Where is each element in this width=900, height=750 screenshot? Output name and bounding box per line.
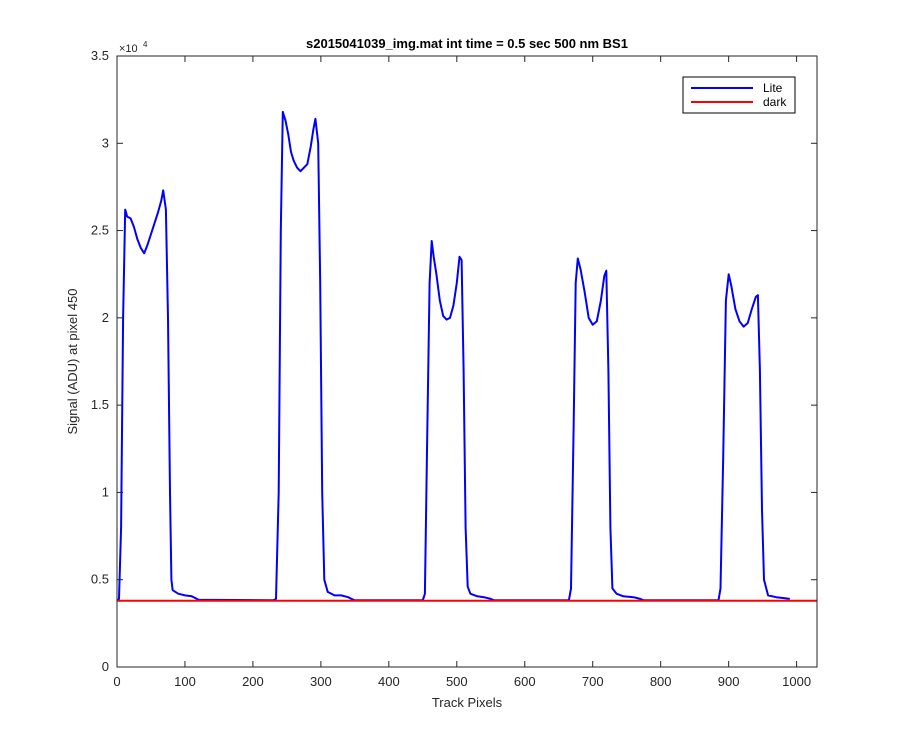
- x-tick-label: 800: [650, 674, 672, 689]
- x-tick-label: 700: [582, 674, 604, 689]
- legend: Lite dark: [682, 76, 796, 114]
- x-tick-label: 0: [113, 674, 120, 689]
- y-tick-label: 2: [102, 310, 109, 325]
- x-tick-label: 100: [174, 674, 196, 689]
- x-tick-label: 600: [514, 674, 536, 689]
- y-tick-label: 0: [102, 659, 109, 674]
- axes-box: [116, 55, 818, 668]
- ticks-layer: 0 100 200 300 400 500 600 700 800 900 1000 0 0.5 1 1.5…: [91, 48, 817, 689]
- y-tick-label: 1.5: [91, 397, 109, 412]
- x-tick-label: 400: [378, 674, 400, 689]
- y-tick-label: 3: [102, 135, 109, 150]
- series-layer: [116, 110, 817, 602]
- y-tick-label: 1: [102, 484, 109, 499]
- x-tick-label: 900: [718, 674, 740, 689]
- y-exponent-power: 4: [143, 40, 148, 49]
- legend-label-lite: Lite: [763, 81, 783, 95]
- y-tick-label: 3.5: [91, 48, 109, 63]
- x-tick-label: 300: [310, 674, 332, 689]
- axes-layer: [116, 55, 818, 668]
- y-tick-label: 0.5: [91, 572, 109, 587]
- y-axis-label: Signal (ADU) at pixel 450: [65, 289, 80, 435]
- legend-box: [682, 76, 796, 114]
- y-tick-label: 2.5: [91, 223, 109, 238]
- x-tick-label: 500: [446, 674, 468, 689]
- x-axis-label: Track Pixels: [432, 695, 503, 710]
- y-exponent-base: ×10: [119, 43, 138, 55]
- y-exponent: ×10 4: [119, 40, 148, 55]
- legend-label-dark: dark: [763, 95, 787, 109]
- x-tick-label: 200: [242, 674, 264, 689]
- x-tick-label: 1000: [782, 674, 811, 689]
- chart-title: s2015041039_img.mat int time = 0.5 sec 5…: [306, 36, 628, 51]
